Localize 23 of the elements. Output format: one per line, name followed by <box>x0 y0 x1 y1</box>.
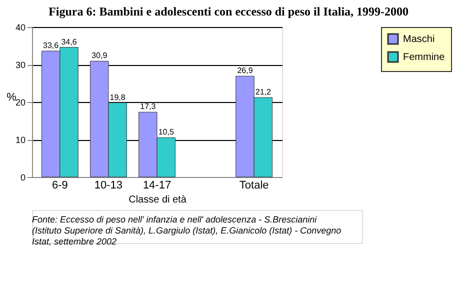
legend-label: Femmine <box>403 52 446 63</box>
y-tick-label: 20 <box>15 98 26 108</box>
data-label: 19,8 <box>110 92 126 102</box>
x-tick-label: Totale <box>239 180 269 192</box>
data-label: 33,6 <box>43 41 60 50</box>
x-tick-label: 10-13 <box>94 180 123 192</box>
data-label: 17,3 <box>140 102 156 112</box>
chart-title: Figura 6: Bambini e adolescenti con eccesso di peso il Italia, 1999-2000 <box>48 4 409 18</box>
legend-label: Maschi <box>403 34 435 45</box>
y-axis-title: % <box>6 92 17 104</box>
x-tick-label: 14-17 <box>142 180 172 192</box>
y-tick-label: 10 <box>15 135 26 145</box>
y-tick-label: 40 <box>15 22 26 32</box>
data-label: 21,2 <box>255 88 272 96</box>
data-label: 26,9 <box>237 66 254 76</box>
x-axis-title: Classe di età <box>128 194 187 206</box>
x-tick-label: 6-9 <box>52 180 68 192</box>
data-label: 34,6 <box>61 37 78 46</box>
data-label: 10,5 <box>158 128 174 137</box>
y-tick-label: 0 <box>20 172 26 182</box>
data-label: 30,9 <box>92 51 108 60</box>
y-tick-label: 30 <box>15 60 26 70</box>
source-note: Fonte: Eccesso di peso nell' infanzia e nell' adolescenza - S.Brescianini (Istituto Superiore di Sanità), L.Gargiulo (Istat), E.Gianicolo (Istat) - Convegno Istat, settembre 2002 <box>32 214 342 246</box>
